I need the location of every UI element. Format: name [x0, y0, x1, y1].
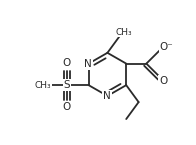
Text: N: N	[84, 59, 92, 69]
Text: S: S	[64, 80, 70, 90]
Text: O: O	[63, 103, 71, 113]
Text: O: O	[63, 58, 71, 68]
Text: O: O	[159, 76, 168, 86]
Text: O⁻: O⁻	[160, 42, 173, 52]
Text: CH₃: CH₃	[115, 28, 132, 37]
Text: N: N	[103, 91, 111, 101]
Text: CH₃: CH₃	[35, 81, 51, 90]
